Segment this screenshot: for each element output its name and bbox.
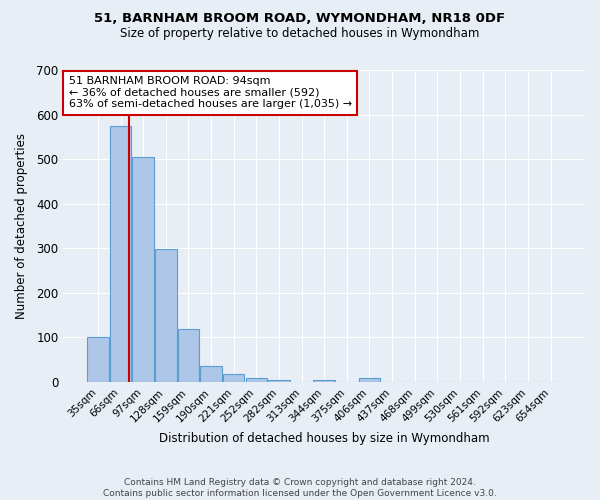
X-axis label: Distribution of detached houses by size in Wymondham: Distribution of detached houses by size … (159, 432, 490, 445)
Text: Size of property relative to detached houses in Wymondham: Size of property relative to detached ho… (121, 28, 479, 40)
Bar (313, 380, 335, 382)
Bar (245, 378, 267, 382)
Bar (268, 380, 290, 382)
Text: Contains HM Land Registry data © Crown copyright and database right 2024.
Contai: Contains HM Land Registry data © Crown c… (103, 478, 497, 498)
Bar (223, 374, 244, 382)
Bar (110, 126, 131, 382)
Text: 51, BARNHAM BROOM ROAD, WYMONDHAM, NR18 0DF: 51, BARNHAM BROOM ROAD, WYMONDHAM, NR18 … (94, 12, 506, 26)
Bar (178, 330, 199, 382)
Bar (133, 157, 154, 382)
Bar (87, 338, 109, 382)
Bar (155, 249, 176, 382)
Text: 51 BARNHAM BROOM ROAD: 94sqm
← 36% of detached houses are smaller (592)
63% of s: 51 BARNHAM BROOM ROAD: 94sqm ← 36% of de… (68, 76, 352, 110)
Bar (359, 378, 380, 382)
Y-axis label: Number of detached properties: Number of detached properties (15, 133, 28, 319)
Bar (200, 366, 222, 382)
